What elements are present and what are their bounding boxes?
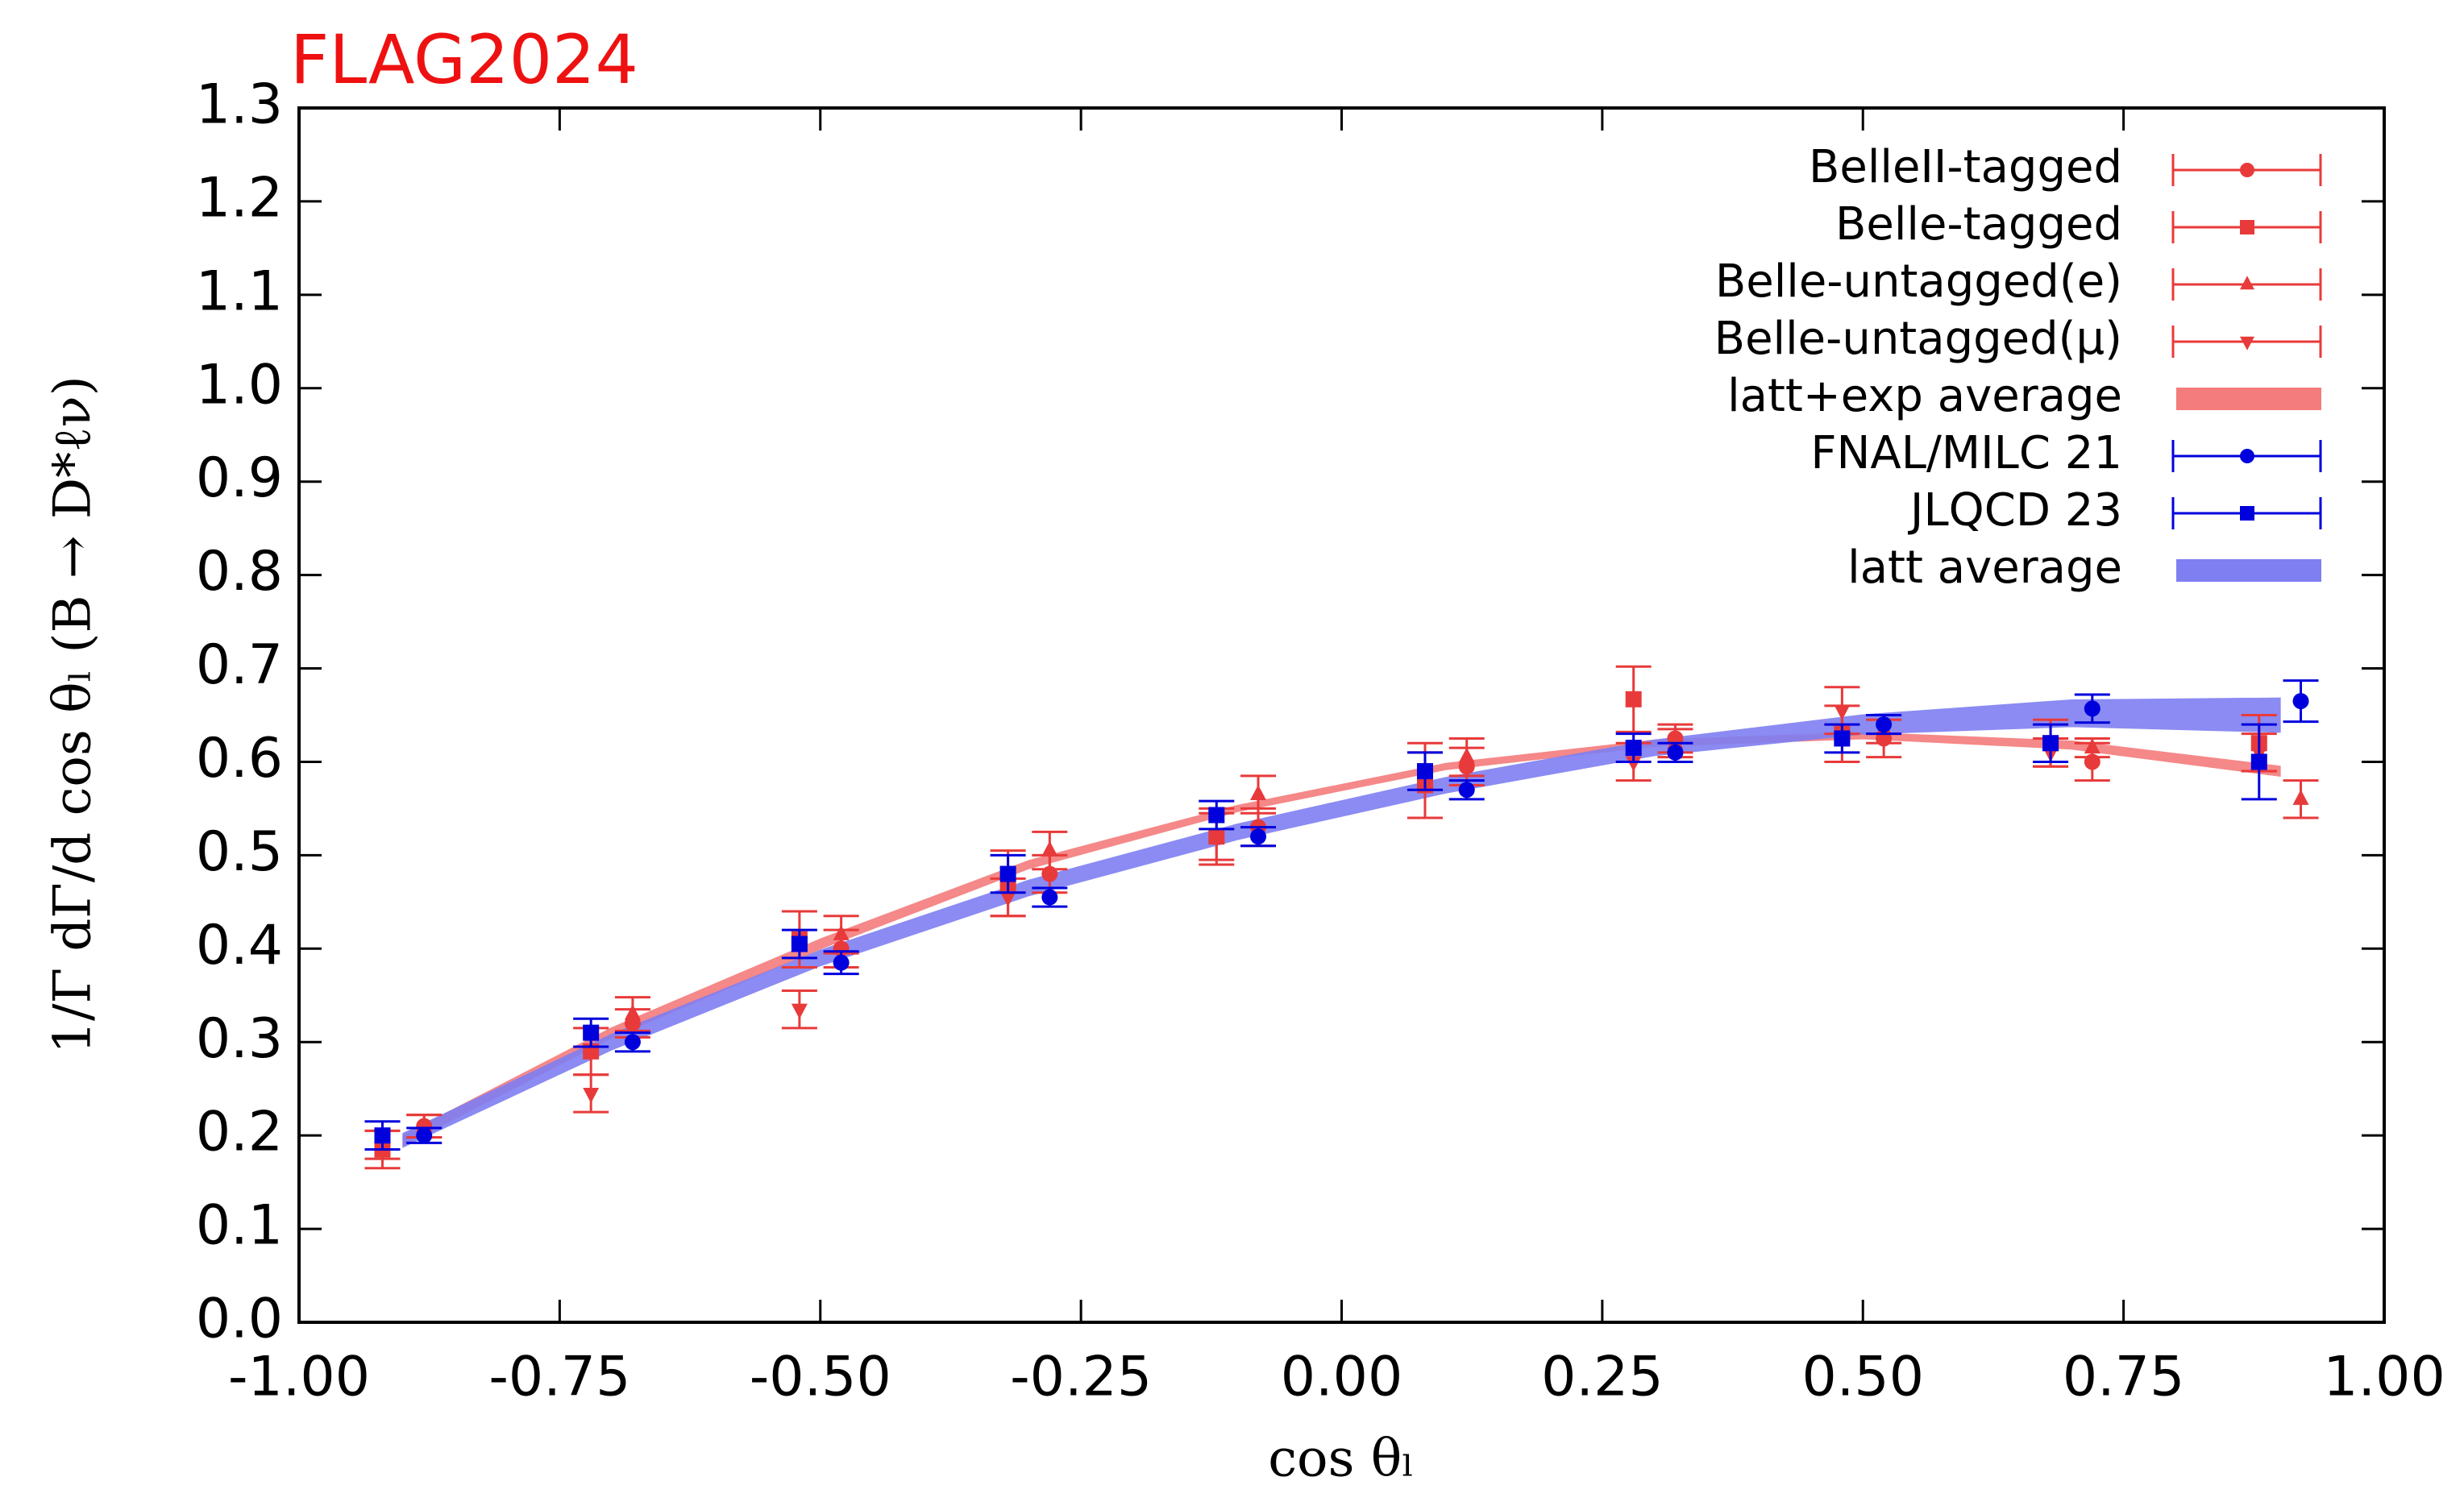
x-tick-label: -0.50 [750, 1346, 891, 1409]
data-point [2084, 738, 2100, 754]
legend-marker [2240, 163, 2254, 177]
data-point [1625, 691, 1642, 707]
data-point [999, 865, 1016, 882]
legend-marker [2240, 449, 2254, 463]
data-point [624, 1004, 641, 1020]
data-point [1250, 785, 1267, 801]
y-tick-label: 0.0 [196, 1288, 283, 1351]
y-tick-label: 0.3 [196, 1007, 283, 1071]
legend-label: latt+exp average [1727, 370, 2122, 422]
data-point [833, 924, 850, 940]
data-point [583, 1087, 600, 1103]
legend-label: BelleII-tagged [1809, 141, 2122, 193]
legend-swatch [2176, 388, 2321, 410]
data-point [999, 891, 1016, 907]
data-point [2292, 789, 2309, 805]
data-point [1876, 716, 1893, 733]
y-tick-label: 0.7 [196, 633, 283, 697]
y-tick-label: 0.8 [196, 540, 283, 604]
x-tick-label: 0.50 [1802, 1346, 1924, 1409]
x-tick-label: 0.00 [1281, 1346, 1402, 1409]
x-tick-label: 1.00 [2323, 1346, 2445, 1409]
chart-title: FLAG2024 [290, 20, 638, 99]
data-point [624, 1034, 641, 1051]
data-point [1041, 889, 1058, 906]
x-tick-label: 0.75 [2063, 1346, 2184, 1409]
data-point [1208, 807, 1225, 824]
data-point [791, 936, 808, 952]
y-tick-label: 1.2 [196, 166, 283, 230]
data-point [833, 954, 850, 971]
x-tick-label: -0.75 [488, 1346, 630, 1409]
legend-marker [2240, 220, 2254, 234]
legend-label: Belle-tagged [1835, 198, 2122, 251]
y-tick-label: 0.9 [196, 446, 283, 510]
data-point [583, 1024, 600, 1041]
legend-marker [2240, 276, 2254, 290]
y-tick-label: 0.6 [196, 727, 283, 790]
y-axis-label: 1/Γ dΓ/d cos θₗ (B → D*ℓν) [44, 375, 103, 1053]
data-point [2084, 700, 2100, 717]
y-tick-label: 1.1 [196, 259, 283, 323]
legend-marker [2240, 506, 2254, 521]
band [402, 732, 2281, 1147]
x-tick-label: 0.25 [1541, 1346, 1663, 1409]
data-point [2250, 753, 2267, 770]
data-point [416, 1127, 433, 1144]
data-point [1667, 744, 1684, 761]
data-point [1625, 740, 1642, 757]
data-point [2292, 693, 2309, 710]
y-tick-label: 0.5 [196, 820, 283, 884]
data-point [1667, 733, 1684, 749]
y-tick-label: 0.4 [196, 914, 283, 977]
legend-label: Belle-untagged(μ) [1714, 313, 2122, 365]
data-point [2042, 735, 2059, 752]
data-point [1041, 840, 1058, 857]
data-point [1834, 704, 1851, 720]
data-point [374, 1127, 391, 1144]
data-point [1458, 782, 1475, 799]
legend-label: Belle-untagged(e) [1715, 255, 2122, 308]
y-tick-label: 0.2 [196, 1101, 283, 1164]
legend-label: latt average [1847, 541, 2122, 594]
x-axis-label: cos θₗ [1268, 1429, 1415, 1489]
band [402, 697, 2281, 1148]
legend-marker [2240, 336, 2254, 351]
data-point [1250, 828, 1267, 845]
y-tick-label: 1.0 [196, 353, 283, 417]
legend-label: JLQCD 23 [1908, 484, 2122, 537]
data-point [1625, 756, 1642, 772]
x-tick-label: -1.00 [228, 1346, 370, 1409]
data-point [791, 1003, 808, 1019]
data-point [1208, 831, 1225, 847]
data-point [1458, 747, 1475, 763]
y-tick-label: 0.1 [196, 1194, 283, 1258]
data-point [1416, 763, 1433, 780]
legend-label: FNAL/MILC 21 [1810, 427, 2122, 479]
x-tick-label: -0.25 [1010, 1346, 1152, 1409]
y-tick-label: 1.3 [196, 73, 283, 137]
data-point [1834, 730, 1851, 747]
legend-swatch [2176, 559, 2321, 582]
